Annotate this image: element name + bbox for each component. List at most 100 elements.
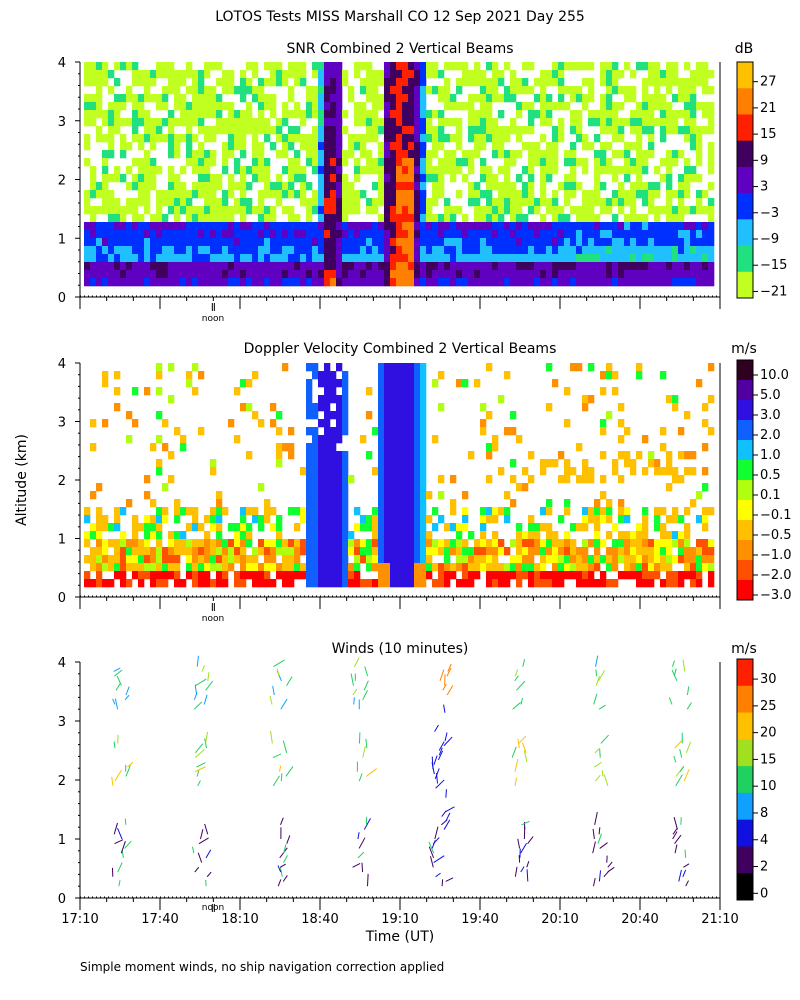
- snr-cell: [708, 142, 715, 151]
- snr-cell: [156, 198, 163, 207]
- wind-barb: [272, 775, 280, 787]
- snr-cell: [138, 246, 145, 255]
- snr-cell: [330, 158, 337, 167]
- snr-cell: [498, 206, 505, 215]
- snr-cell: [474, 134, 481, 143]
- snr-cell: [240, 254, 247, 263]
- snr-cell: [636, 110, 643, 119]
- snr-cell: [594, 214, 601, 223]
- velocity-cell: [666, 395, 673, 404]
- x-tick-label: 18:10: [221, 912, 258, 927]
- snr-cell: [384, 126, 391, 135]
- snr-cell: [648, 206, 655, 215]
- snr-cell: [258, 262, 265, 271]
- velocity-cell: [312, 563, 319, 572]
- snr-cell: [438, 134, 445, 143]
- snr-cell: [336, 78, 343, 87]
- snr-cell: [540, 118, 547, 127]
- velocity-cell: [336, 427, 343, 436]
- snr-cell: [120, 94, 127, 103]
- velocity-cell: [618, 475, 625, 484]
- velocity-cell: [126, 411, 133, 420]
- velocity-cell: [414, 555, 421, 564]
- snr-cell: [618, 246, 625, 255]
- snr-cell: [702, 254, 709, 263]
- velocity-cell: [690, 555, 697, 564]
- snr-cell: [84, 206, 91, 215]
- snr-cell: [246, 238, 253, 247]
- wind-barb: [675, 774, 683, 787]
- snr-cell: [222, 246, 229, 255]
- velocity-cell: [540, 507, 547, 516]
- snr-cell: [348, 94, 355, 103]
- velocity-cell: [378, 507, 385, 516]
- snr-cell: [414, 270, 421, 279]
- snr-cell: [588, 86, 595, 95]
- velocity-cell: [222, 563, 229, 572]
- snr-cell: [654, 94, 661, 103]
- colorbar-label: −3.0: [760, 588, 792, 603]
- snr-cell: [450, 230, 457, 239]
- snr-cell: [144, 262, 151, 271]
- velocity-cell: [138, 571, 145, 580]
- velocity-cell: [366, 547, 373, 556]
- velocity-cell: [318, 491, 325, 500]
- snr-cell: [348, 86, 355, 95]
- velocity-cell: [306, 547, 313, 556]
- snr-cell: [330, 134, 337, 143]
- snr-cell: [630, 198, 637, 207]
- velocity-cell: [426, 547, 433, 556]
- velocity-cell: [642, 555, 649, 564]
- snr-cell: [162, 70, 169, 79]
- velocity-cell: [612, 539, 619, 548]
- colorbar-swatch: [737, 766, 753, 794]
- snr-cell: [480, 222, 487, 231]
- snr-cell: [468, 78, 475, 87]
- wind-barb: [127, 761, 134, 768]
- snr-cell: [246, 182, 253, 191]
- snr-cell: [156, 230, 163, 239]
- snr-cell: [264, 126, 271, 135]
- velocity-cell: [324, 419, 331, 428]
- snr-cell: [378, 94, 385, 103]
- velocity-cell: [216, 555, 223, 564]
- snr-cell: [672, 230, 679, 239]
- velocity-cell: [606, 363, 613, 372]
- snr-cell: [582, 198, 589, 207]
- snr-cell: [246, 222, 253, 231]
- snr-cell: [540, 158, 547, 167]
- snr-cell: [114, 118, 121, 127]
- snr-cell: [168, 62, 175, 71]
- colorbar-label: 10.0: [760, 368, 789, 383]
- snr-cell: [324, 70, 331, 79]
- snr-cell: [318, 254, 325, 263]
- velocity-cell: [138, 579, 145, 588]
- snr-cell: [102, 110, 109, 119]
- velocity-cell: [618, 435, 625, 444]
- velocity-cell: [432, 523, 439, 532]
- velocity-cell: [318, 555, 325, 564]
- snr-cell: [384, 86, 391, 95]
- colorbar-label: −0.5: [760, 528, 792, 543]
- snr-cell: [516, 262, 523, 271]
- snr-cell: [588, 62, 595, 71]
- snr-cell: [132, 62, 139, 71]
- snr-cell: [396, 70, 403, 79]
- snr-cell: [156, 238, 163, 247]
- velocity-cell: [234, 435, 241, 444]
- colorbar-label: 4: [760, 833, 768, 848]
- snr-cell: [138, 174, 145, 183]
- snr-cell: [120, 270, 127, 279]
- snr-cell: [432, 150, 439, 159]
- snr-cell: [318, 222, 325, 231]
- snr-cell: [288, 238, 295, 247]
- velocity-cell: [186, 379, 193, 388]
- snr-cell: [486, 278, 493, 287]
- snr-cell: [114, 238, 121, 247]
- velocity-cell: [156, 555, 163, 564]
- snr-cell: [132, 246, 139, 255]
- snr-cell: [570, 206, 577, 215]
- wind-barb: [683, 863, 690, 868]
- snr-cell: [270, 110, 277, 119]
- snr-cell: [210, 270, 217, 279]
